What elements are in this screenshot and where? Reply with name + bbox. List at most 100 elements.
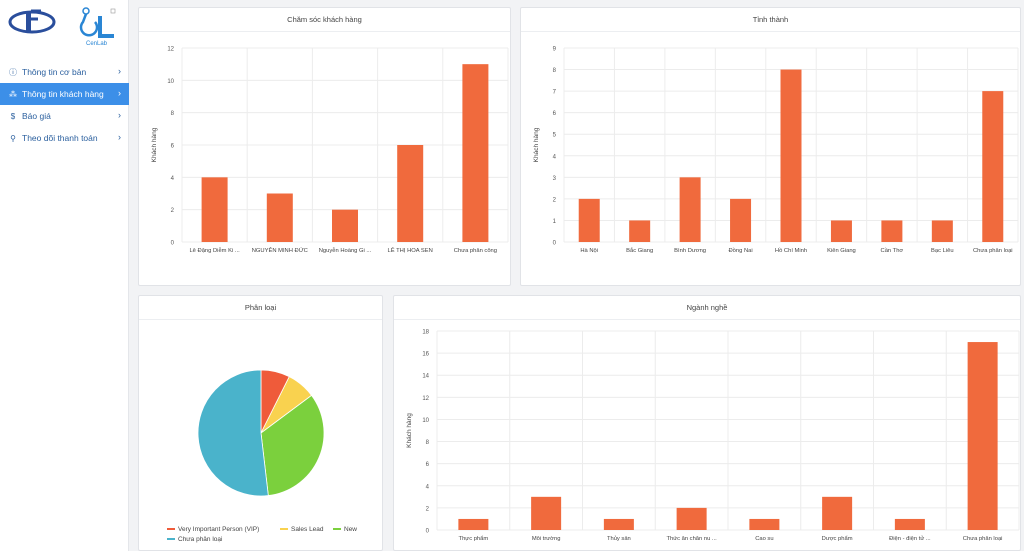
bar (676, 507, 707, 530)
y-tick-label: 14 (422, 374, 429, 380)
bar (749, 518, 780, 530)
legend-label: Chưa phân loại (178, 536, 222, 543)
sidebar-item-2[interactable]: $ Báo giá › (0, 105, 129, 127)
y-tick-label: 0 (171, 241, 175, 247)
bar (730, 198, 752, 242)
y-tick-label: 4 (171, 176, 175, 182)
chart-panel-cham-soc-khach-hang: Chăm sóc khách hàng 0 2 4 6 8 10 12 Khách hàng L… (138, 7, 511, 286)
sidebar-item-label: Thông tin khách hàng (22, 89, 104, 99)
logo-text: CenLab (86, 41, 108, 47)
sidebar: CenLab ⓘ Thông tin cơ bản › ⁂ Thông tin khác… (0, 0, 129, 551)
y-tick-label: 4 (426, 484, 430, 490)
bar (531, 496, 562, 530)
brand-logo-icon: CenLab (8, 7, 116, 47)
bar (894, 518, 925, 530)
x-tick-label: Hồ Chí Minh (775, 248, 807, 254)
x-tick-label: Môi trường (532, 536, 561, 542)
sidebar-item-label: Theo dõi thanh toán (22, 133, 98, 143)
y-tick-label: 3 (553, 176, 557, 182)
chart-title: Chăm sóc khách hàng (139, 8, 510, 32)
bar (822, 496, 853, 530)
sidebar-item-0[interactable]: ⓘ Thông tin cơ bản › (0, 61, 129, 83)
bar (603, 518, 634, 530)
bar (266, 193, 293, 242)
x-tick-label: Cao su (755, 536, 773, 542)
bar (462, 64, 489, 243)
bar (679, 177, 701, 242)
y-tick-label: 4 (553, 154, 557, 160)
chart-panel-phan-loai: Phân loại Very Important Person (VIP) Sal… (138, 295, 383, 551)
info-circle-icon: ⓘ (9, 67, 17, 77)
y-tick-label: 1 (553, 219, 557, 225)
y-tick-label: 2 (553, 197, 557, 203)
sidebar-menu: ⓘ Thông tin cơ bản › ⁂ Thông tin khách hàng ›… (0, 61, 129, 149)
x-tick-label: Bạc Liêu (931, 248, 954, 254)
y-tick-label: 8 (426, 440, 430, 446)
y-tick-label: 7 (553, 90, 557, 96)
y-tick-label: 2 (171, 208, 175, 214)
x-tick-label: Nguyễn Hoàng Gi ... (319, 247, 372, 254)
x-tick-label: Thực phẩm (459, 535, 489, 542)
sidebar-item-label: Thông tin cơ bản (22, 67, 87, 77)
y-tick-label: 10 (422, 418, 429, 424)
y-tick-label: 0 (553, 241, 557, 247)
y-tick-label: 0 (426, 529, 430, 535)
y-tick-label: 9 (553, 47, 557, 53)
x-tick-label: LÊ THỊ HOA SEN (388, 246, 433, 254)
bar (780, 69, 802, 242)
y-tick-label: 8 (553, 68, 557, 74)
y-axis-label: Khách hàng (406, 413, 413, 448)
y-axis-label: Khách hàng (151, 127, 158, 162)
chart-title: Phân loại (139, 296, 382, 320)
x-tick-label: Chưa phân loại (973, 248, 1013, 254)
y-tick-label: 12 (422, 396, 429, 402)
x-tick-label: NGUYỄN MINH ĐỨC (252, 247, 308, 254)
users-icon: ⁂ (9, 89, 17, 99)
pie-slice (197, 369, 269, 497)
y-tick-label: 12 (167, 47, 174, 53)
chevron-right-icon: › (118, 110, 121, 120)
sidebar-item-label: Báo giá (22, 111, 51, 121)
y-tick-label: 8 (171, 111, 175, 117)
y-tick-label: 16 (422, 352, 429, 358)
y-tick-label: 5 (553, 133, 557, 139)
x-tick-label: Chưa phân công (454, 248, 497, 254)
y-tick-label: 18 (422, 330, 429, 336)
x-tick-label: Lê Đặng Diễm Ki ... (189, 247, 240, 254)
y-tick-label: 6 (171, 144, 175, 150)
x-tick-label: Thủy sản (607, 535, 631, 542)
search-icon: ⚲ (10, 133, 16, 143)
pie-slice (260, 394, 325, 497)
bar (578, 198, 600, 242)
chart-tinh-thanh: 0 1 2 3 4 5 6 7 8 9 Khách hàng Hà Nội Bắc Giang Bình … (533, 47, 1019, 254)
x-tick-label: Đồng Nai (728, 248, 752, 254)
x-tick-label: Chưa phân loại (963, 536, 1003, 542)
bar (458, 518, 489, 530)
x-tick-label: Thức ăn chăn nu ... (666, 536, 717, 542)
legend-label: Very Important Person (VIP) (178, 526, 259, 533)
x-tick-label: Cần Thơ (881, 248, 904, 254)
logo-area: CenLab (0, 0, 129, 56)
chevron-right-icon: › (118, 88, 121, 98)
bar (332, 209, 358, 242)
legend-label: New (344, 526, 357, 533)
sidebar-item-3[interactable]: ⚲ Theo dõi thanh toán › (0, 127, 129, 149)
bar (830, 220, 852, 242)
x-tick-label: Kiên Giang (827, 248, 856, 254)
x-tick-label: Điện - điện tử ... (889, 535, 931, 542)
x-tick-label: Dược phẩm (822, 535, 853, 542)
bar (881, 220, 903, 242)
chart-panel-nganh-nghe: Ngành nghề 0 2 4 6 8 10 12 14 16 18 Khách hàng Thực… (393, 295, 1021, 551)
x-tick-label: Hà Nội (580, 248, 598, 254)
chart-title: Tỉnh thành (521, 8, 1020, 32)
chart-nganh-nghe: 0 2 4 6 8 10 12 14 16 18 Khách hàng Thực phẩm Môi tr… (406, 330, 1020, 542)
y-tick-label: 6 (426, 462, 430, 468)
bar (931, 220, 953, 242)
x-tick-label: Bình Dương (674, 248, 706, 254)
bar (201, 177, 228, 242)
sidebar-item-1[interactable]: ⁂ Thông tin khách hàng › (0, 83, 129, 105)
dollar-icon: $ (10, 111, 16, 121)
chart-panel-tinh-thanh: Tỉnh thành 0 1 2 3 4 5 6 7 8 9 Khách hàng Hà Nội Bắc… (520, 7, 1021, 286)
bar (397, 145, 424, 242)
y-tick-label: 2 (426, 506, 430, 512)
